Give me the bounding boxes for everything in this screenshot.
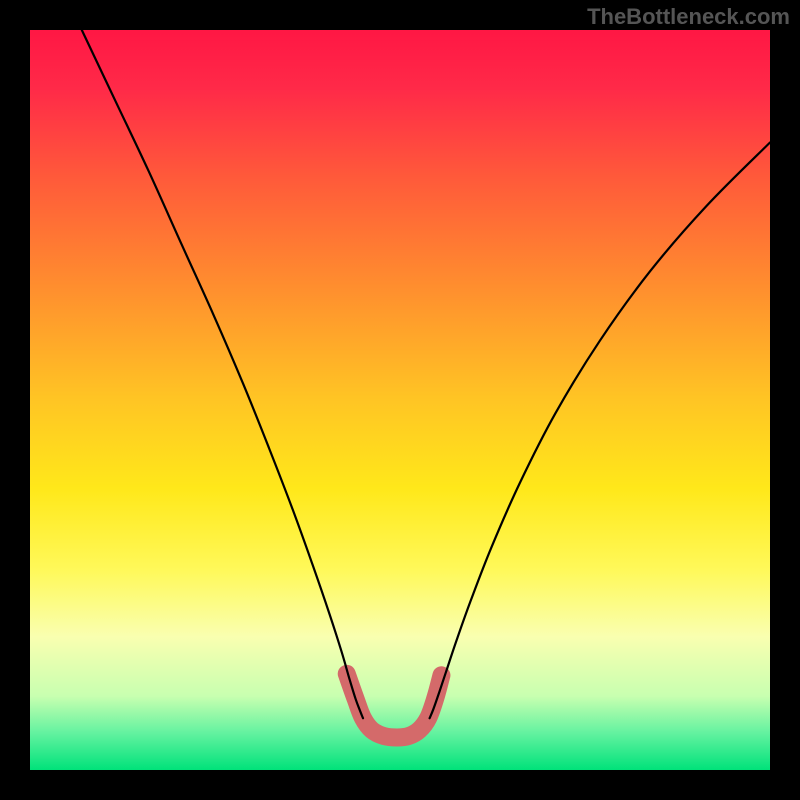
bottleneck-chart xyxy=(0,0,800,800)
watermark-label: TheBottleneck.com xyxy=(587,4,790,30)
chart-canvas: TheBottleneck.com xyxy=(0,0,800,800)
plot-background xyxy=(30,30,770,770)
